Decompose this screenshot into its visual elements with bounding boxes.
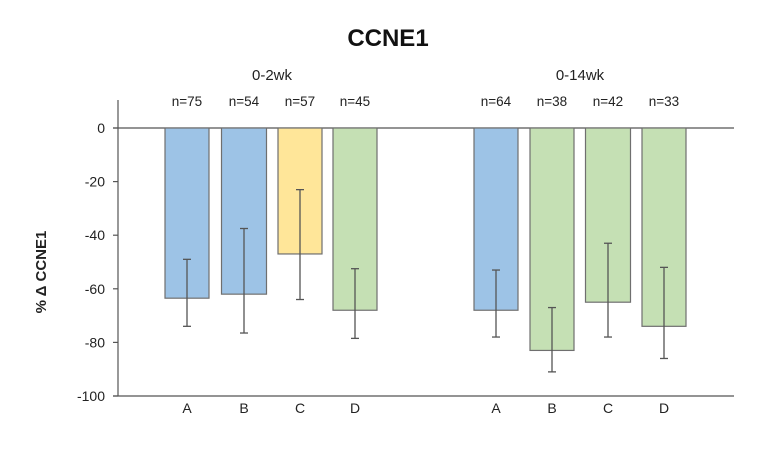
- group-label-0: 0-2wk: [252, 67, 293, 84]
- y-tick-label: 0: [97, 120, 105, 136]
- n-label: n=45: [340, 94, 370, 109]
- plot-area: 0 -20 -40 -60 -80 -100 n=75 An=54 Bn=57 Cn=45 Dn=6…: [77, 94, 734, 416]
- y-tick-label: -100: [77, 388, 105, 404]
- y-tick-label: -40: [85, 227, 105, 243]
- group-label-1: 0-14wk: [556, 67, 605, 84]
- n-label: n=54: [229, 94, 260, 109]
- x-tick-label: A: [491, 400, 501, 416]
- x-tick-label: B: [239, 400, 248, 416]
- x-tick-label: A: [182, 400, 192, 416]
- x-tick-label: C: [295, 400, 305, 416]
- y-axis-label: % Δ CCNE1: [33, 231, 50, 314]
- chart-title: CCNE1: [347, 25, 428, 52]
- n-label: n=42: [593, 94, 623, 109]
- n-label: n=75: [172, 94, 202, 109]
- x-tick-label: B: [547, 400, 556, 416]
- n-label: n=57: [285, 94, 315, 109]
- x-tick-label: C: [603, 400, 613, 416]
- n-label: n=33: [649, 94, 679, 109]
- y-tick-label: -60: [85, 281, 105, 297]
- n-label: n=38: [537, 94, 567, 109]
- x-tick-label: D: [659, 400, 669, 416]
- y-tick-label: -80: [85, 334, 105, 350]
- bar-1-D: [641, 127, 687, 327]
- x-tick-label: D: [350, 400, 360, 416]
- n-label: n=64: [481, 94, 512, 109]
- y-tick-label: -20: [85, 174, 105, 190]
